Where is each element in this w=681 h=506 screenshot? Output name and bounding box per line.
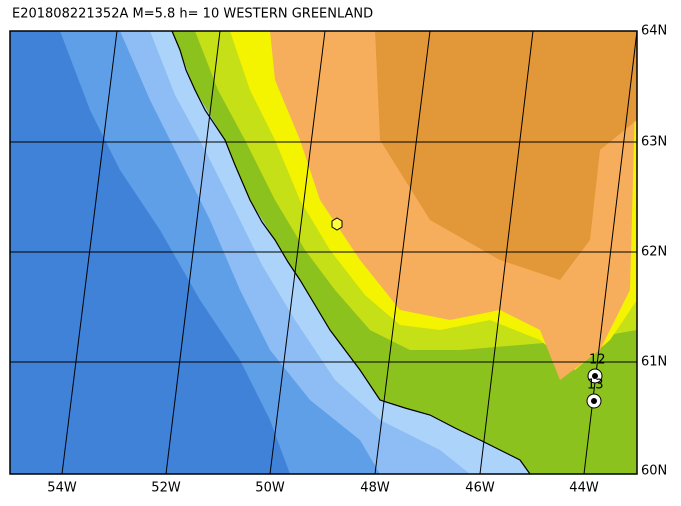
coastline xyxy=(171,30,531,475)
grid-line xyxy=(374,30,431,475)
map-frame xyxy=(9,30,638,475)
longitude-label: 48W xyxy=(360,481,390,496)
station-marker-center xyxy=(592,373,598,379)
map-title: E201808221352A M=5.8 h= 10 WESTERN GREEN… xyxy=(12,7,373,22)
latitude-label: 64N xyxy=(641,24,667,39)
station-label: 12 xyxy=(589,353,606,368)
latitude-label: 62N xyxy=(641,245,667,260)
longitude-label: 54W xyxy=(47,481,77,496)
graticule xyxy=(9,30,638,475)
station-label: 13 xyxy=(587,378,604,393)
longitude-label: 44W xyxy=(569,481,599,496)
grid-line xyxy=(479,30,534,475)
latitude-label: 61N xyxy=(641,355,667,370)
grid-line xyxy=(165,30,221,475)
latitude-label: 60N xyxy=(641,464,667,479)
latitude-label: 63N xyxy=(641,135,667,150)
grid-line xyxy=(61,30,118,475)
grid-line xyxy=(269,30,326,475)
longitude-label: 52W xyxy=(151,481,181,496)
longitude-label: 46W xyxy=(465,481,495,496)
ice-sheet-high xyxy=(375,31,637,280)
station-marker-center xyxy=(591,398,597,404)
longitude-label: 50W xyxy=(255,481,285,496)
map-area: 12 13 xyxy=(9,30,638,475)
epicenter-marker xyxy=(331,217,343,231)
